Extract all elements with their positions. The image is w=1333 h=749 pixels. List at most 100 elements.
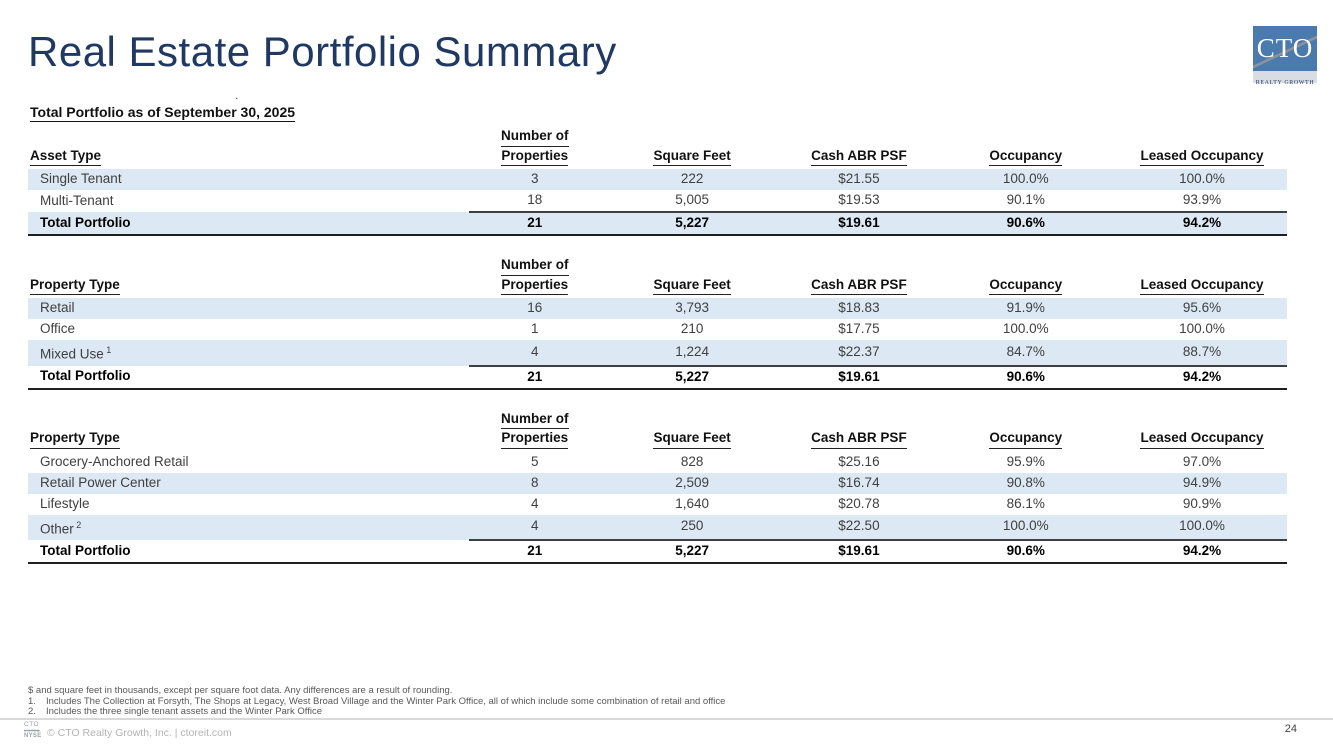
footnote-text: Includes The Collection at Forsyth, The …	[46, 695, 726, 707]
cell-value: 5,227	[600, 364, 784, 390]
column-header: Property Type	[28, 256, 469, 298]
cell-value: 21	[468, 539, 601, 564]
cell-value: $17.75	[838, 321, 880, 336]
cell-value: 90.8%	[934, 472, 1118, 494]
asset-type-table: Asset Type Number of Properties Square Feet…	[28, 127, 1287, 236]
cell-value: $18.83	[783, 298, 935, 319]
cell-value: 88.7%	[1117, 340, 1287, 366]
row-label: Lifestyle	[40, 495, 90, 511]
row-label: Multi-Tenant	[40, 192, 114, 208]
cell-value: $19.61	[783, 539, 935, 564]
cell-value: 21	[468, 364, 601, 390]
cell-value: 5,227	[600, 539, 784, 564]
logo-slash-icon	[1253, 35, 1317, 69]
cell-value: 90.6%	[934, 211, 1118, 236]
cell-value: 100.0%	[1179, 321, 1225, 336]
cell-value: 3	[468, 169, 601, 190]
row-label: Grocery-Anchored Retail	[40, 453, 189, 469]
cto-realty-growth-logo: CTO REALTY GROWTH	[1253, 26, 1317, 86]
cell-value: 100.0%	[934, 169, 1118, 190]
table-row: Multi-Tenant 18 5,005 $19.53 90.1% 93.9%	[28, 190, 1287, 212]
cell-value: $16.74	[783, 472, 935, 494]
cell-value: 18	[527, 192, 543, 207]
total-row: Total Portfolio 21 5,227 $19.61 90.6% 94.2%	[28, 364, 1287, 390]
row-label: Total Portfolio	[28, 540, 469, 564]
row-label: Retail	[28, 298, 469, 319]
row-label: Retail Power Center	[28, 472, 469, 494]
cell-value: 5,227	[600, 211, 784, 236]
footnote-item: 1. Includes The Collection at Forsyth, T…	[28, 695, 1288, 708]
table-row: Lifestyle 4 1,640 $20.78 86.1% 90.9%	[28, 494, 1287, 515]
table-row: Retail 16 3,793 $18.83 91.9% 95.6%	[28, 298, 1287, 319]
cell-value: 94.2%	[1117, 539, 1287, 564]
row-label: Office	[40, 321, 76, 336]
table-row: Single Tenant 3 222 $21.55 100.0% 100.0%	[28, 169, 1287, 190]
cell-value: $19.61	[783, 364, 935, 390]
property-subtype-table: Property Type Number of Properties Square F…	[28, 410, 1287, 564]
column-header: Number of Properties	[469, 127, 601, 169]
header-row: Property Type Number of Properties Square F…	[28, 256, 1287, 298]
total-row: Total Portfolio 21 5,227 $19.61 90.6% 94.2%	[28, 539, 1287, 564]
cell-value: 5	[530, 453, 539, 469]
table-row: Grocery-Anchored Retail 5 828 $25.16 95.9% 97…	[28, 452, 1287, 473]
cell-value: 100.0%	[1117, 169, 1287, 190]
table-row: Other 2 4 250 $22.50 100.0% 100.0%	[28, 514, 1287, 540]
cell-value: 222	[600, 169, 784, 190]
cell-value: 94.2%	[1117, 211, 1287, 236]
column-header: Leased Occupancy	[1117, 256, 1287, 298]
cell-value: 90.9%	[1182, 495, 1222, 511]
cell-value: 16	[468, 298, 601, 319]
column-header: Occupancy	[934, 410, 1117, 452]
cell-value: 86.1%	[1006, 495, 1045, 511]
cell-value: 84.7%	[934, 340, 1118, 366]
table-row: Mixed Use 1 4 1,224 $22.37 84.7% 88.7%	[28, 340, 1287, 366]
logo-text: CTO	[1256, 33, 1314, 63]
column-header: Cash ABR PSF	[783, 410, 934, 452]
header-row: Asset Type Number of Properties Square Feet…	[28, 127, 1287, 169]
logo-subtext: REALTY GROWTH	[1255, 80, 1315, 86]
cell-value: $19.53	[838, 192, 880, 207]
column-header: Square Feet	[601, 127, 784, 169]
cell-value: $22.50	[783, 514, 935, 540]
row-label: Single Tenant	[28, 169, 469, 190]
footer-divider	[0, 718, 1333, 720]
cell-value: 4	[530, 495, 539, 511]
cell-value: 250	[600, 514, 784, 540]
cell-value: 21	[468, 211, 601, 236]
cell-value: 97.0%	[1182, 453, 1222, 469]
footnote-intro: $ and square feet in thousands, except p…	[28, 685, 453, 696]
cell-value: 95.9%	[1006, 453, 1045, 469]
cell-value: 100.0%	[1002, 321, 1049, 336]
cell-value: 1	[530, 321, 539, 336]
stray-mark: .	[235, 88, 239, 102]
row-label: Other 2	[28, 514, 469, 540]
cell-value: $22.37	[783, 340, 935, 366]
column-header: Leased Occupancy	[1117, 410, 1287, 452]
cell-value: 94.9%	[1117, 472, 1287, 494]
logo-blue-square: CTO	[1253, 26, 1317, 71]
cell-value: 4	[468, 340, 601, 366]
cell-value: 94.2%	[1117, 364, 1287, 390]
cell-value: 3,793	[600, 298, 784, 319]
cell-value: 90.6%	[934, 539, 1118, 564]
cell-value: 90.1%	[1006, 192, 1045, 207]
cell-value: 210	[680, 321, 704, 336]
cell-value: 4	[468, 514, 601, 540]
column-header: Occupancy	[934, 127, 1117, 169]
column-header: Square Feet	[601, 410, 784, 452]
column-header: Cash ABR PSF	[783, 256, 934, 298]
column-header: Number of Properties	[469, 410, 601, 452]
cell-value: 1,224	[600, 340, 784, 366]
footnotes: $ and square feet in thousands, except p…	[28, 685, 1288, 718]
table-row: Office 1 210 $17.75 100.0% 100.0%	[28, 319, 1287, 340]
cell-value: 5,005	[675, 192, 710, 207]
row-label: Total Portfolio	[28, 212, 469, 236]
portfolio-tables: Asset Type Number of Properties Square Feet…	[28, 127, 1287, 584]
column-header: Occupancy	[934, 256, 1117, 298]
row-label: Mixed Use 1	[28, 340, 469, 366]
column-header: Square Feet	[601, 256, 784, 298]
property-type-table: Property Type Number of Properties Square F…	[28, 256, 1287, 390]
row-label: Total Portfolio	[28, 365, 469, 390]
cell-value: 100.0%	[934, 514, 1118, 540]
cell-value: $19.61	[783, 211, 935, 236]
